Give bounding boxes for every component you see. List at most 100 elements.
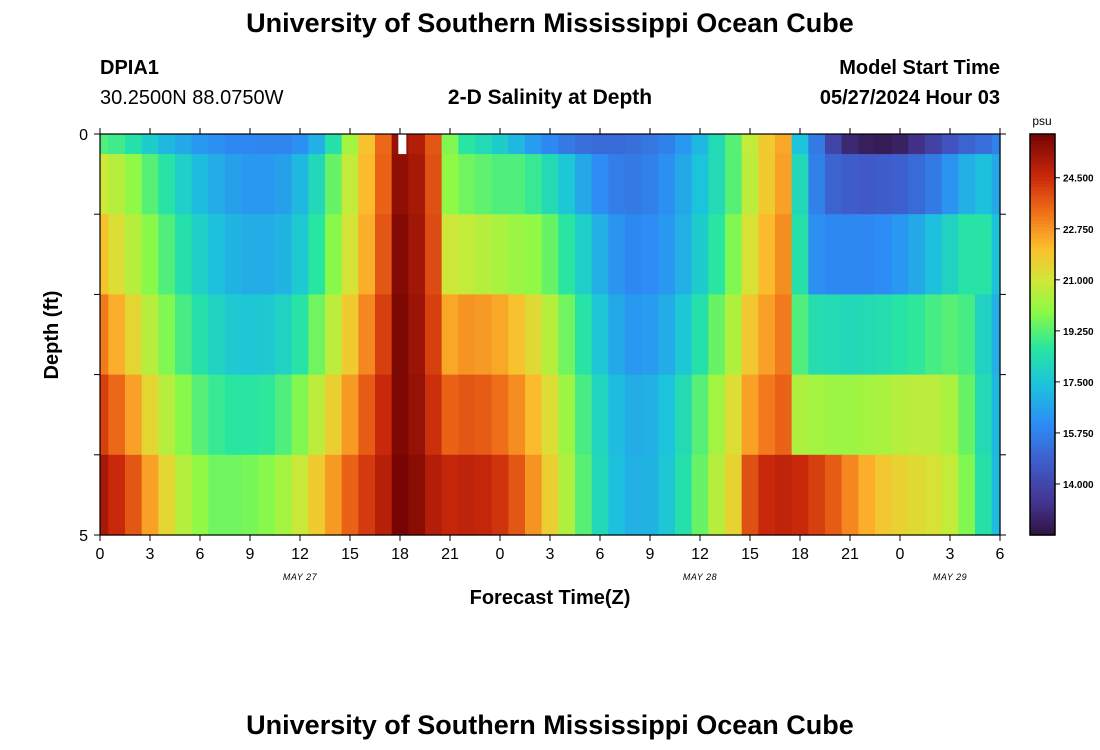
colorbar-segment <box>1030 281 1055 285</box>
heatmap-cell <box>408 134 426 155</box>
heatmap-cell <box>208 374 226 456</box>
heatmap-cell <box>591 134 609 155</box>
colorbar-segment <box>1030 234 1055 239</box>
heatmap-cell <box>291 214 309 295</box>
heatmap-cell <box>508 374 526 456</box>
heatmap-cell <box>508 214 526 295</box>
colorbar-tick-label: 17.500 <box>1063 378 1094 389</box>
heatmap-cell <box>691 154 709 215</box>
heatmap-cell <box>958 134 976 155</box>
heatmap-cell <box>458 294 476 376</box>
colorbar-segment <box>1030 301 1055 306</box>
heatmap-cell <box>225 214 243 295</box>
colorbar-segment <box>1030 154 1055 158</box>
colorbar-segment <box>1030 324 1055 329</box>
heatmap-cell <box>858 214 876 295</box>
colorbar-segment <box>1030 404 1055 409</box>
heatmap-cell <box>408 454 426 536</box>
heatmap-cell <box>108 374 126 456</box>
heatmap-cell <box>858 294 876 376</box>
x-tick-label: 6 <box>596 546 605 563</box>
heatmap-cell <box>808 214 826 295</box>
heatmap-cell <box>925 454 943 536</box>
heatmap-cell <box>791 294 809 376</box>
heatmap-cell <box>491 154 509 215</box>
colorbar-segment <box>1030 498 1055 503</box>
heatmap-cell <box>691 214 709 295</box>
salinity-heatmap-chart: 0 3 6 9 12 15 18 21 0 3 6 9 12 15 18 21 0 3 6 MAY 27 MAY 28 M… <box>41 114 1094 609</box>
heatmap-cell <box>808 134 826 155</box>
heatmap-cell <box>958 454 976 536</box>
colorbar-segment <box>1030 371 1055 376</box>
colorbar-segment <box>1030 271 1055 275</box>
heatmap-cell <box>808 374 826 456</box>
heatmap-cell <box>158 154 176 215</box>
heatmap-cell <box>241 374 259 456</box>
heatmap-cell <box>108 154 126 215</box>
colorbar-segment <box>1030 521 1055 526</box>
colorbar-frame <box>1029 133 1056 536</box>
heatmap-cell <box>725 454 743 536</box>
heatmap-cell <box>241 454 259 536</box>
heatmap-cell <box>341 134 359 155</box>
heatmap-cell <box>658 214 676 295</box>
heatmap-cell <box>925 294 943 376</box>
x-tick-label: 12 <box>291 546 309 563</box>
x-tick-label: 15 <box>741 546 759 563</box>
heatmap-cell <box>541 374 559 456</box>
heatmap-cell <box>908 294 926 376</box>
heatmap-cell <box>591 454 609 536</box>
heatmap-cell <box>141 374 159 456</box>
heatmap-cell <box>325 154 343 215</box>
heatmap-cell <box>308 454 326 536</box>
colorbar-segment <box>1030 511 1055 516</box>
heatmap-cell <box>441 454 459 536</box>
heatmap-cell <box>925 374 943 456</box>
colorbar-tick-label: 21.000 <box>1063 276 1094 287</box>
colorbar-segment <box>1030 434 1055 439</box>
heatmap-cell <box>158 134 176 155</box>
heatmap-cell <box>258 294 276 376</box>
heatmap-cell <box>625 454 643 536</box>
heatmap-cell <box>758 154 776 215</box>
heatmap-cell <box>791 214 809 295</box>
colorbar-segment <box>1030 244 1055 249</box>
heatmap-cell <box>825 454 843 536</box>
heatmap-cell <box>100 154 109 215</box>
colorbar-segment <box>1030 150 1055 155</box>
colorbar-segment <box>1030 461 1055 466</box>
heatmap-cell <box>458 134 476 155</box>
colorbar-segment <box>1030 351 1055 356</box>
heatmap-cell <box>191 454 209 536</box>
heatmap-cell <box>925 154 943 215</box>
colorbar-segment <box>1030 531 1055 536</box>
page-title: University of Southern Mississippi Ocean… <box>246 8 854 38</box>
colorbar-segment <box>1030 364 1055 369</box>
heatmap-cell <box>358 214 376 295</box>
model-start-value: 05/27/2024 Hour 03 <box>819 87 1000 109</box>
heatmap-cell <box>675 154 693 215</box>
colorbar-segment <box>1030 408 1055 412</box>
heatmap-cell <box>641 214 659 295</box>
heatmap-cell <box>758 294 776 376</box>
heatmap-cell <box>825 154 843 215</box>
heatmap-cell <box>941 294 959 376</box>
heatmap-cell <box>491 214 509 295</box>
heatmap-cell <box>808 294 826 376</box>
heatmap-cell <box>875 214 893 295</box>
heatmap-cell <box>325 214 343 295</box>
heatmap-cell <box>958 214 976 295</box>
heatmap-cell <box>125 374 143 456</box>
colorbar-segment <box>1030 494 1055 499</box>
heatmap-cell <box>358 134 376 155</box>
colorbar-segment <box>1030 474 1055 479</box>
colorbar-segment <box>1030 167 1055 172</box>
heatmap-cell <box>625 374 643 456</box>
colorbar-segment <box>1030 464 1055 469</box>
colorbar-segment <box>1030 421 1055 426</box>
heatmap-cell <box>825 374 843 456</box>
day-label: MAY 27 <box>283 572 318 582</box>
heatmap-cell <box>508 454 526 536</box>
y-axis-title: Depth (ft) <box>41 291 63 380</box>
heatmap-cell <box>108 214 126 295</box>
